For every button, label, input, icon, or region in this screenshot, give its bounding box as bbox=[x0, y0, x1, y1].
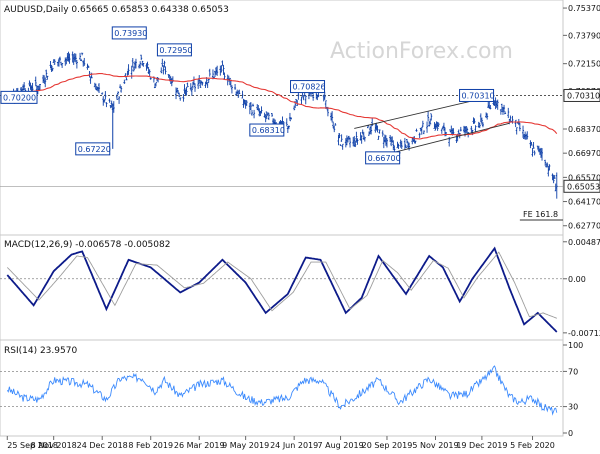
price-annotation-label: 0.72950 bbox=[159, 46, 192, 55]
x-axis-tick-label: 8 Feb 2019 bbox=[128, 441, 173, 450]
x-axis-tick-label: 5 Nov 2019 bbox=[412, 441, 458, 450]
price-y-tick-label: 0.66970 bbox=[568, 149, 600, 158]
x-axis-tick-label: 24 Jun 2019 bbox=[270, 441, 318, 450]
rsi-y-tick-label: 30 bbox=[568, 403, 578, 412]
x-axis-tick-label: 9 May 2019 bbox=[222, 441, 269, 450]
horizontal-level-label-box bbox=[563, 88, 600, 102]
macd-y-tick-label: 0.00 bbox=[568, 275, 586, 284]
price-annotation-label: 0.66700 bbox=[368, 154, 401, 163]
price-annotation-box bbox=[111, 26, 147, 40]
price-annotation-box bbox=[290, 80, 326, 94]
current-price-label: 0.65053 bbox=[567, 182, 600, 191]
price-y-tick-label: 0.75370 bbox=[568, 4, 600, 13]
price-y-tick-label: 0.64170 bbox=[568, 198, 600, 207]
x-axis-tick-label: 19 Dec 2019 bbox=[456, 441, 507, 450]
macd-layer: 0.00487 0.00 -0.007123 bbox=[0, 238, 600, 338]
x-axis-tick-label: 25 Sep 2018 bbox=[7, 441, 58, 450]
price-annotation-label: 0.70200 bbox=[3, 93, 36, 102]
price-annotation-box bbox=[365, 151, 401, 165]
price-annotation-box bbox=[249, 123, 285, 137]
rsi-layer: 100 70 30 0 bbox=[0, 341, 583, 438]
price-y-tick-label: 0.62770 bbox=[568, 222, 600, 231]
channel-lower-line bbox=[385, 122, 510, 155]
price-y-tick-label: 0.73790 bbox=[568, 31, 600, 40]
macd-panel-title: MACD(12,26,9) -0.006578 -0.005082 bbox=[4, 240, 170, 250]
macd-signal-line bbox=[6, 251, 557, 319]
price-annotation-box bbox=[459, 88, 495, 102]
x-axis-tick-label: 5 Feb 2020 bbox=[510, 441, 555, 450]
macd-line bbox=[6, 246, 558, 333]
price-annotation-label: 0.67220 bbox=[78, 145, 111, 154]
watermark: ActionForex.com bbox=[330, 39, 513, 64]
fe-line-label: FE 161.8 bbox=[523, 210, 558, 219]
rsi-y-tick-label: 100 bbox=[568, 341, 583, 350]
price-panel-title: AUDUSD,Daily 0.65665 0.65853 0.64338 0.6… bbox=[4, 5, 229, 15]
macd-y-tick-label: -0.007123 bbox=[568, 329, 600, 338]
x-axis-tick-label: 20 Sep 2019 bbox=[362, 441, 413, 450]
price-y-tick-label: 0.65570 bbox=[568, 173, 600, 182]
price-annotation-label: 0.68310 bbox=[252, 126, 285, 135]
rsi-panel-frame bbox=[0, 339, 564, 437]
x-axis-tick-label: 24 Dec 2018 bbox=[77, 441, 128, 450]
price-y-tick-label: 0.68370 bbox=[568, 125, 600, 134]
price-annotation-box bbox=[0, 90, 38, 104]
price-annotation-box bbox=[75, 142, 111, 156]
price-annotation-box bbox=[156, 43, 192, 57]
rsi-y-tick-label: 0 bbox=[568, 429, 573, 438]
horizontal-level-label: 0.70310 bbox=[567, 91, 600, 100]
x-axis-tick-label: 26 Mar 2019 bbox=[174, 441, 225, 450]
rsi-line bbox=[6, 365, 558, 416]
price-annotation-label: 0.70310 bbox=[462, 91, 495, 100]
price-y-tick-label: 0.72150 bbox=[568, 60, 600, 69]
x-axis-tick-label: 8 Nov 2018 bbox=[31, 441, 77, 450]
price-annotation-label: 0.73930 bbox=[114, 29, 147, 38]
rsi-panel-title: RSI(14) 23.9570 bbox=[4, 346, 77, 356]
rsi-y-tick-label: 70 bbox=[568, 367, 578, 376]
macd-y-tick-label: 0.00487 bbox=[568, 238, 600, 247]
current-price-label-box bbox=[563, 179, 600, 193]
price-layer: 0.753700.737900.721500.705700.683700.669… bbox=[0, 4, 600, 231]
price-annotation-label: 0.70826 bbox=[293, 83, 326, 92]
x-axis-tick-label: 7 Aug 2019 bbox=[317, 441, 363, 450]
